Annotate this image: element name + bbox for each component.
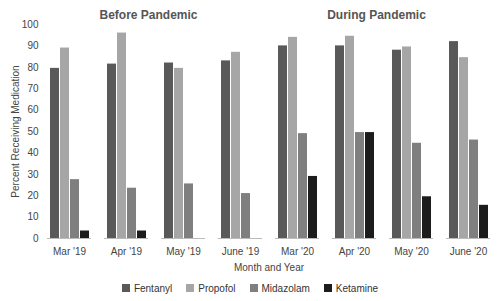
html-text:Midazolam: Midazolam <box>261 282 310 294</box>
svg-text:70: 70 <box>27 83 39 94</box>
svg-text:Percent Receiving Medication: Percent Receiving Medication <box>10 65 21 197</box>
svg-text:60: 60 <box>27 104 39 115</box>
html-text:Propofol: Propofol <box>198 282 236 294</box>
svg-text:20: 20 <box>27 190 39 201</box>
svg-text:Apr '20: Apr '20 <box>339 246 371 257</box>
svg-text:Mar '20: Mar '20 <box>281 246 314 257</box>
svg-text:90: 90 <box>27 40 39 51</box>
svg-text:May '19: May '19 <box>166 246 201 257</box>
svg-text:June '19: June '19 <box>222 246 260 257</box>
html-text:Ketamine: Ketamine <box>335 282 379 294</box>
svg-text:Mar '19: Mar '19 <box>53 246 86 257</box>
svg-text:80: 80 <box>27 62 39 73</box>
svg-text:May '20: May '20 <box>394 246 429 257</box>
svg-text:10: 10 <box>27 211 39 222</box>
svg-text:30: 30 <box>27 169 39 180</box>
svg-text:Before Pandemic: Before Pandemic <box>99 8 197 22</box>
svg-text:40: 40 <box>27 147 39 158</box>
svg-text:During Pandemic: During Pandemic <box>327 8 426 22</box>
svg-text:100: 100 <box>22 19 39 30</box>
svg-text:0: 0 <box>33 233 39 244</box>
svg-text:50: 50 <box>27 126 39 137</box>
svg-text:Month and Year: Month and Year <box>234 262 305 273</box>
svg-text:June '20: June '20 <box>450 246 488 257</box>
svg-text:Apr '19: Apr '19 <box>111 246 143 257</box>
html-text:Fentanyl: Fentanyl <box>133 282 173 294</box>
